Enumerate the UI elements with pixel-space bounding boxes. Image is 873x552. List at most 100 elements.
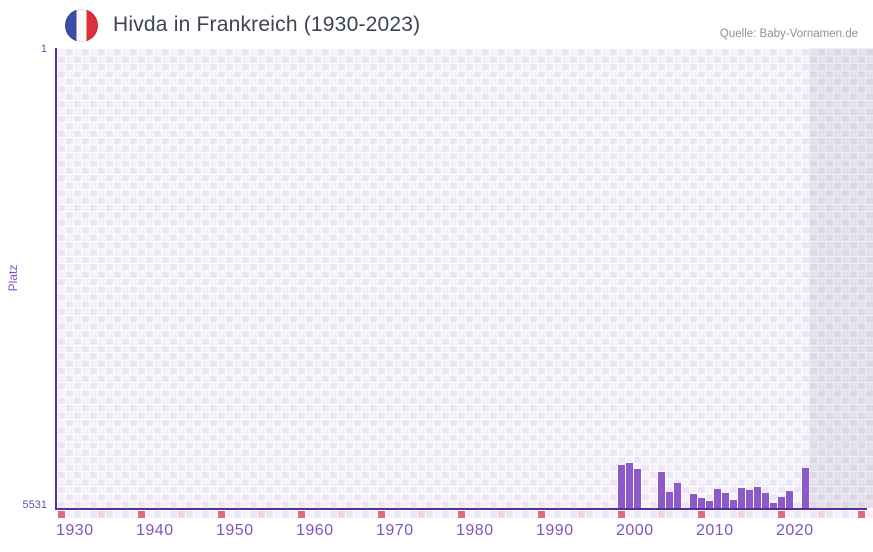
- year-marker-1993: [562, 511, 569, 518]
- bar-2001[interactable]: [626, 463, 633, 508]
- bar-2021[interactable]: [786, 490, 793, 508]
- x-tick-label-2000: 2000: [616, 522, 654, 539]
- year-marker-1932: [74, 511, 81, 518]
- year-marker-1953: [242, 511, 249, 518]
- x-tick-label-1980: 1980: [456, 522, 494, 539]
- year-marker-1997: [594, 511, 601, 518]
- year-marker-2001: [626, 511, 633, 518]
- year-marker-1961: [306, 511, 313, 518]
- bar-2009[interactable]: [690, 493, 697, 508]
- year-marker-1938: [122, 511, 129, 518]
- year-marker-1966: [346, 511, 353, 518]
- year-marker-1968: [362, 511, 369, 518]
- year-marker-2019: [770, 511, 777, 518]
- year-marker-1995: [578, 511, 585, 518]
- bar-2016[interactable]: [746, 490, 753, 508]
- year-marker-1985: [498, 511, 505, 518]
- year-marker-2014: [730, 511, 737, 518]
- year-marker-1976: [426, 511, 433, 518]
- bar-2005[interactable]: [658, 472, 665, 508]
- y-tick-top: 1: [40, 43, 47, 55]
- year-marker-1962: [314, 511, 321, 518]
- bar-2020[interactable]: [778, 497, 785, 508]
- year-marker-1975: [418, 511, 425, 518]
- bar-2017[interactable]: [754, 487, 761, 508]
- year-marker-1937: [114, 511, 121, 518]
- year-marker-1982: [474, 511, 481, 518]
- x-tick-label-1990: 1990: [536, 522, 574, 539]
- year-marker-1934: [90, 511, 97, 518]
- year-marker-strip: [57, 511, 873, 518]
- year-marker-1949: [210, 511, 217, 518]
- year-marker-2011: [706, 511, 713, 518]
- bar-2007[interactable]: [674, 483, 681, 508]
- year-marker-1957: [274, 511, 281, 518]
- bar-2014[interactable]: [730, 500, 737, 508]
- year-marker-2028: [842, 511, 849, 518]
- year-marker-2007: [674, 511, 681, 518]
- x-tick-label-1930: 1930: [56, 522, 94, 539]
- source-attribution: Quelle: Baby-Vornamen.de: [719, 28, 858, 40]
- bar-2023[interactable]: [802, 467, 809, 508]
- x-tick-label-1950: 1950: [216, 522, 254, 539]
- year-marker-2022: [794, 511, 801, 518]
- y-axis-line: [55, 48, 57, 510]
- year-marker-1984: [490, 511, 497, 518]
- year-marker-2023: [802, 511, 809, 518]
- bar-2006[interactable]: [666, 492, 673, 508]
- bar-2000[interactable]: [618, 465, 625, 508]
- year-marker-1936: [106, 511, 113, 518]
- plot-area: [57, 48, 873, 508]
- year-marker-1988: [522, 511, 529, 518]
- year-marker-1972: [394, 511, 401, 518]
- year-marker-1942: [154, 511, 161, 518]
- year-marker-1980: [458, 511, 465, 518]
- year-marker-1970: [378, 511, 385, 518]
- year-marker-1986: [506, 511, 513, 518]
- year-marker-1963: [322, 511, 329, 518]
- year-marker-2021: [786, 511, 793, 518]
- year-marker-2025: [818, 511, 825, 518]
- y-axis-title: Platz: [6, 264, 20, 292]
- year-marker-2017: [754, 511, 761, 518]
- year-marker-2013: [722, 511, 729, 518]
- bar-2019[interactable]: [770, 503, 777, 508]
- bar-2002[interactable]: [634, 469, 641, 508]
- bar-2012[interactable]: [714, 489, 721, 508]
- bar-2018[interactable]: [762, 493, 769, 508]
- france-flag-icon: [65, 9, 98, 42]
- year-marker-1989: [530, 511, 537, 518]
- year-marker-2026: [826, 511, 833, 518]
- year-marker-2020: [778, 511, 785, 518]
- year-marker-1959: [290, 511, 297, 518]
- page-title: Hivda in Frankreich (1930-2023): [113, 13, 421, 36]
- year-marker-2027: [834, 511, 841, 518]
- year-marker-1950: [218, 511, 225, 518]
- y-tick-bottom: 5531: [22, 499, 47, 511]
- year-marker-2024: [810, 511, 817, 518]
- year-marker-1951: [226, 511, 233, 518]
- year-marker-2005: [658, 511, 665, 518]
- year-marker-2008: [682, 511, 689, 518]
- year-marker-1958: [282, 511, 289, 518]
- year-marker-1940: [138, 511, 145, 518]
- year-marker-1987: [514, 511, 521, 518]
- bar-2010[interactable]: [698, 497, 705, 508]
- year-marker-1983: [482, 511, 489, 518]
- bar-2015[interactable]: [738, 488, 745, 508]
- year-marker-1990: [538, 511, 545, 518]
- year-marker-1948: [202, 511, 209, 518]
- year-marker-2012: [714, 511, 721, 518]
- year-marker-1941: [146, 511, 153, 518]
- year-marker-1974: [410, 511, 417, 518]
- year-marker-1979: [450, 511, 457, 518]
- year-marker-2000: [618, 511, 625, 518]
- year-marker-1994: [570, 511, 577, 518]
- no-data-region: [809, 48, 873, 508]
- year-marker-1964: [330, 511, 337, 518]
- bar-2013[interactable]: [722, 492, 729, 508]
- year-marker-2030: [858, 511, 865, 518]
- bar-2011[interactable]: [706, 500, 713, 508]
- year-marker-1999: [610, 511, 617, 518]
- year-marker-2006: [666, 511, 673, 518]
